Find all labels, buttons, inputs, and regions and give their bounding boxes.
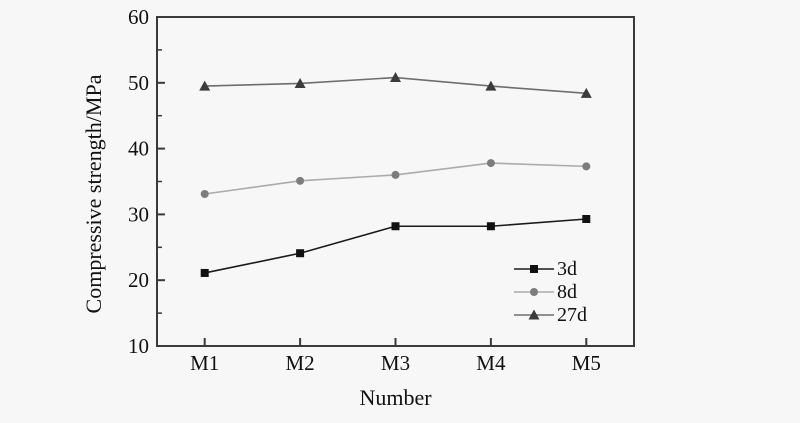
x-tick-label: M5: [572, 351, 601, 375]
marker-circle-8d: [582, 162, 591, 171]
marker-circle-8d: [296, 176, 305, 185]
marker-square-3d: [391, 222, 400, 231]
marker-square-3d: [296, 249, 305, 258]
marker-square-3d: [200, 268, 209, 277]
y-tick-label: 10: [128, 334, 149, 358]
marker-circle-8d: [486, 159, 495, 168]
legend-label-3d: 3d: [557, 257, 577, 280]
x-tick-label: M4: [476, 351, 506, 375]
marker-triangle-27d: [485, 80, 497, 91]
x-axis-title: Number: [359, 385, 432, 410]
y-tick-label: 50: [128, 71, 149, 95]
y-tick-label: 30: [128, 202, 149, 226]
marker-triangle-27d: [390, 72, 401, 83]
marker-circle-8d: [200, 190, 209, 199]
legend-swatch-circle: [514, 287, 554, 296]
x-tick-label: M3: [381, 351, 410, 375]
y-tick-label: 60: [128, 5, 149, 29]
legend: 3d 8d 27d: [514, 257, 587, 326]
legend-label-8d: 8d: [557, 280, 577, 303]
legend-swatch-triangle: [514, 309, 554, 319]
y-tick-label: 20: [128, 268, 149, 292]
y-axis-title: Compressive strength/MPa: [81, 74, 106, 314]
x-tick-label: M1: [190, 351, 219, 375]
y-tick-label: 40: [128, 137, 149, 161]
marker-triangle-27d: [199, 80, 211, 91]
marker-square-3d: [582, 215, 591, 224]
legend-swatch-square: [514, 264, 554, 273]
legend-label-27d: 27d: [557, 303, 587, 326]
marker-triangle-27d: [580, 87, 592, 98]
marker-triangle-27d: [294, 77, 306, 88]
marker-circle-8d: [391, 170, 400, 179]
marker-square-3d: [486, 222, 495, 231]
x-tick-label: M2: [286, 351, 315, 375]
legend-item-8d: 8d: [514, 280, 587, 303]
legend-item-27d: 27d: [514, 303, 587, 326]
legend-item-3d: 3d: [514, 257, 587, 280]
